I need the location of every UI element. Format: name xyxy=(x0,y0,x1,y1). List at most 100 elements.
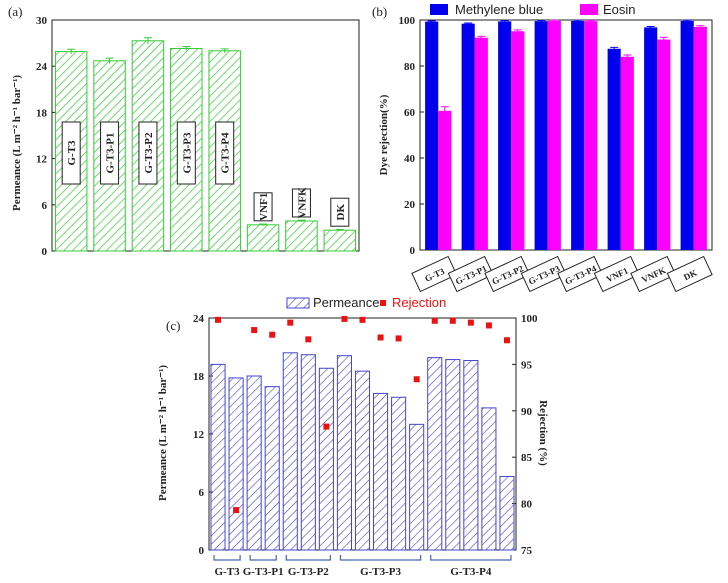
panel-b-bar-methylene-blue-vnf1 xyxy=(607,48,621,250)
panel-b-x-label-dk: DK xyxy=(666,255,713,293)
panel-b-y-tick-label: 20 xyxy=(404,199,416,211)
panel-a-bar-label-g-t3-p3: G-T3-P3 xyxy=(176,121,196,185)
panel-c-rejection-point xyxy=(269,331,276,338)
panel-c-rejection-point xyxy=(395,335,402,342)
panel-a-y-tick-label: 12 xyxy=(36,154,48,166)
panel-c-rejection-point xyxy=(431,317,438,324)
panel-c-permeance-bar xyxy=(409,423,425,551)
panel-a-label: (a) xyxy=(8,4,22,19)
panel-b-x-label-box xyxy=(411,255,458,293)
panel-a-bar-label-text: G-T3-P3 xyxy=(181,132,193,173)
panel-c-group-g-t3-p3: G-T3-P3 xyxy=(339,555,422,578)
panel-b-y-tick-label: 80 xyxy=(404,61,416,73)
panel-b-x-label-vnfk: VNFK xyxy=(630,255,677,293)
panel-c-group-bracket xyxy=(285,555,331,561)
panel-a-bar-label-box xyxy=(330,197,350,227)
panel-b-x-label-g-t3-p2: G-T3-P2 xyxy=(484,255,531,293)
panel-a-y-tick-label: 18 xyxy=(36,107,48,119)
panel-a-y-axis-label: Permeance (L m⁻² h⁻¹ bar⁻¹) xyxy=(11,75,23,211)
panel-a-bar-label-text: G-T3-P2 xyxy=(143,132,155,173)
panel-b-bar-methylene-blue-g-t3-p3 xyxy=(534,21,548,251)
panel-b-x-label-g-t3: G-T3 xyxy=(411,255,458,293)
legend-permeance-swatch xyxy=(286,297,310,309)
panel-c-rejection-point xyxy=(467,319,474,326)
panel-b-bar-eosin-vnf1 xyxy=(620,56,634,250)
panel-b-x-label-box xyxy=(557,255,604,293)
panel-b-x-label-g-t3-p3: G-T3-P3 xyxy=(520,255,567,293)
panel-c-y2-axis-label: Rejection (%) xyxy=(537,400,549,466)
panel-a-bar-label-box xyxy=(100,121,120,185)
legend-permeance-label: Permeance xyxy=(313,295,379,310)
panel-a-bar-label-g-t3-p2: G-T3-P2 xyxy=(138,121,158,185)
panel-c-group-bracket xyxy=(249,555,277,561)
panel-a-bar-label-text: G-T3-P1 xyxy=(105,133,117,174)
panel-a-bar-label-vnf1: VNF1 xyxy=(253,192,273,222)
panel-c-y-axis-label: Permeance (L m⁻² h⁻¹ bar⁻¹) xyxy=(157,365,169,501)
panel-a-plot-frame xyxy=(51,19,360,252)
panel-c-rejection-point xyxy=(449,317,456,324)
legend-methylene-blue-label: Methylene blue xyxy=(455,2,543,17)
panel-b-x-label-box xyxy=(630,255,677,293)
panel-a-bar-label-text: VNF1 xyxy=(258,193,270,221)
panel-c-group-label: G-T3 xyxy=(215,566,241,578)
panel-a-bar-label-g-t3: G-T3 xyxy=(61,121,81,185)
panel-a-bar-label-box xyxy=(138,121,158,185)
panel-b-plot-frame xyxy=(419,19,713,251)
panel-c-label: (c) xyxy=(166,318,180,333)
panel-c-permeance-bar xyxy=(246,375,262,551)
panel-c-rejection-point xyxy=(251,327,258,334)
panel-b-x-label-g-t3-p4: G-T3-P4 xyxy=(557,255,604,293)
panel-a-bar-label-box xyxy=(215,121,235,185)
legend-methylene-blue-swatch xyxy=(430,4,448,15)
panel-b-bar-methylene-blue-g-t3-p2 xyxy=(498,21,512,250)
panel-c-y-tick-label: 0 xyxy=(199,545,205,557)
panel-c-group-bracket xyxy=(213,555,241,561)
panel-c-permeance-bar xyxy=(210,363,226,551)
panel-a-bar-label-box xyxy=(61,121,81,185)
panel-c-y2-tick-label: 75 xyxy=(521,545,533,557)
panel-c-y-tick-label: 24 xyxy=(193,313,205,325)
panel-c-permeance-bar xyxy=(318,367,334,551)
panel-c-permeance-bar xyxy=(427,357,443,551)
panel-a-bar-label-g-t3-p1: G-T3-P1 xyxy=(100,121,120,185)
panel-b-bar-eosin-dk xyxy=(693,26,707,251)
panel-b-x-label-box xyxy=(520,255,567,293)
legend-rejection-label: Rejection xyxy=(392,295,446,310)
panel-c-rejection-point xyxy=(215,316,222,323)
panel-c-permeance-bar xyxy=(445,359,461,551)
panel-c-permeance-bar xyxy=(391,396,407,551)
panel-b-y-axis-label: Dye rejection(%) xyxy=(378,94,390,175)
panel-c-group-label: G-T3-P2 xyxy=(288,566,329,578)
panel-c-permeance-bar xyxy=(300,354,316,551)
panel-c-y2-tick-label: 95 xyxy=(521,359,533,371)
panel-a-bar-label-text: G-T3 xyxy=(66,140,78,166)
panel-b-bar-methylene-blue-dk xyxy=(680,20,694,251)
panel-b-dye-rejection-chart: (b) Dye rejection(%) Methylene blue Eosi… xyxy=(372,2,713,293)
panel-a-bar-label-g-t3-p4: G-T3-P4 xyxy=(215,121,235,185)
panel-b-y-tick-label: 40 xyxy=(404,153,416,165)
panel-a-bar-label-box xyxy=(253,192,273,222)
panel-a-bar-label-box xyxy=(176,121,196,185)
panel-b-bar-methylene-blue-g-t3-p4 xyxy=(571,20,585,251)
panel-c-y2-tick-label: 80 xyxy=(521,499,533,511)
panel-c-legend: Permeance Rejection xyxy=(286,295,446,310)
panel-b-x-label-box xyxy=(666,255,713,293)
panel-c-y-tick-label: 18 xyxy=(193,371,205,383)
panel-b-y-tick-label: 60 xyxy=(404,107,416,119)
panel-b-bar-eosin-g-t3-p4 xyxy=(584,21,598,251)
panel-c-permeance-bar xyxy=(463,360,479,551)
panel-b-x-label-g-t3-p1: G-T3-P1 xyxy=(447,255,494,293)
panel-c-rejection-point xyxy=(503,337,510,344)
panel-a-y-tick-label: 24 xyxy=(36,61,48,73)
panel-a-bar-label-vnfk: VNFK xyxy=(291,187,311,219)
panel-a-bar-vnfk xyxy=(285,220,318,252)
panel-c-rejection-point xyxy=(305,336,312,343)
panel-c-group-g-t3-p1: G-T3-P1 xyxy=(243,555,284,578)
panel-c-group-g-t3-p2: G-T3-P2 xyxy=(285,555,331,578)
panel-a-bar-dk xyxy=(323,229,357,252)
panel-c-permeance-bar xyxy=(499,476,515,551)
panel-a-bar-vnf1 xyxy=(246,224,280,252)
panel-c-group-g-t3: G-T3 xyxy=(213,555,241,578)
panel-c-y2-tick-label: 90 xyxy=(521,406,533,418)
